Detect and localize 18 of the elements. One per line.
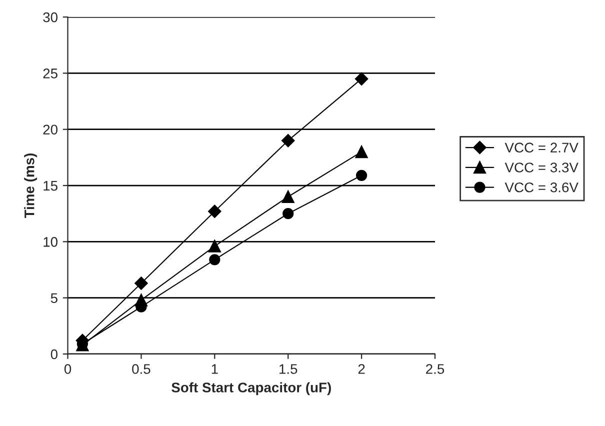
x-tick-label: 0 bbox=[64, 364, 72, 374]
x-tick-label: 2.5 bbox=[426, 364, 444, 374]
y-tick-label: 25 bbox=[43, 68, 58, 78]
legend-label: VCC = 3.3V bbox=[504, 162, 578, 172]
x-tick-label: 2 bbox=[358, 364, 365, 374]
legend-label: VCC = 3.6V bbox=[504, 182, 578, 192]
y-axis-title: Time (ms) bbox=[24, 154, 38, 218]
x-tick-label: 1 bbox=[212, 364, 218, 374]
x-axis-title: Soft Start Capacitor (uF) bbox=[172, 382, 331, 396]
y-tick-label: 15 bbox=[44, 181, 58, 191]
x-tick-label: 1.5 bbox=[280, 364, 298, 374]
legend-label: VCC = 2.7V bbox=[504, 142, 578, 153]
y-tick-label: 20 bbox=[43, 124, 58, 135]
x-tick-label: 0.5 bbox=[132, 364, 150, 374]
y-tick-label: 0 bbox=[50, 349, 58, 360]
y-tick-label: 30 bbox=[43, 12, 58, 22]
y-tick-label: 10 bbox=[44, 237, 58, 247]
y-tick-label: 5 bbox=[50, 293, 58, 304]
